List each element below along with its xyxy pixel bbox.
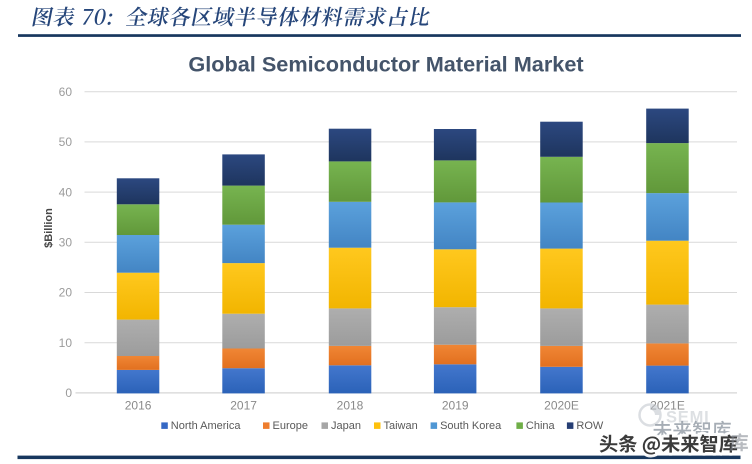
svg-text:$Billion: $Billion (43, 208, 55, 248)
svg-text:30: 30 (59, 236, 73, 250)
svg-text:Japan: Japan (331, 420, 361, 432)
svg-text:40: 40 (59, 185, 73, 199)
svg-text:SEMI: SEMI (666, 409, 710, 427)
svg-text:North America: North America (171, 420, 242, 432)
svg-text:20: 20 (59, 286, 73, 300)
svg-text:2020E: 2020E (544, 398, 579, 412)
svg-text:China: China (526, 420, 556, 432)
svg-text:2018: 2018 (337, 398, 364, 412)
svg-text:10: 10 (59, 336, 73, 350)
svg-text:ROW: ROW (576, 420, 604, 432)
svg-text:Global Semiconductor Material: Global Semiconductor Material Market (188, 51, 583, 76)
svg-text:Taiwan: Taiwan (384, 420, 418, 432)
svg-text:2017: 2017 (230, 398, 257, 412)
svg-text:2019: 2019 (442, 398, 469, 412)
svg-text:South Korea: South Korea (440, 420, 502, 432)
svg-text:2016: 2016 (125, 398, 152, 412)
svg-text:0: 0 (65, 386, 72, 400)
svg-text:60: 60 (59, 85, 73, 99)
svg-text:Europe: Europe (273, 420, 308, 432)
svg-text:50: 50 (59, 135, 73, 149)
